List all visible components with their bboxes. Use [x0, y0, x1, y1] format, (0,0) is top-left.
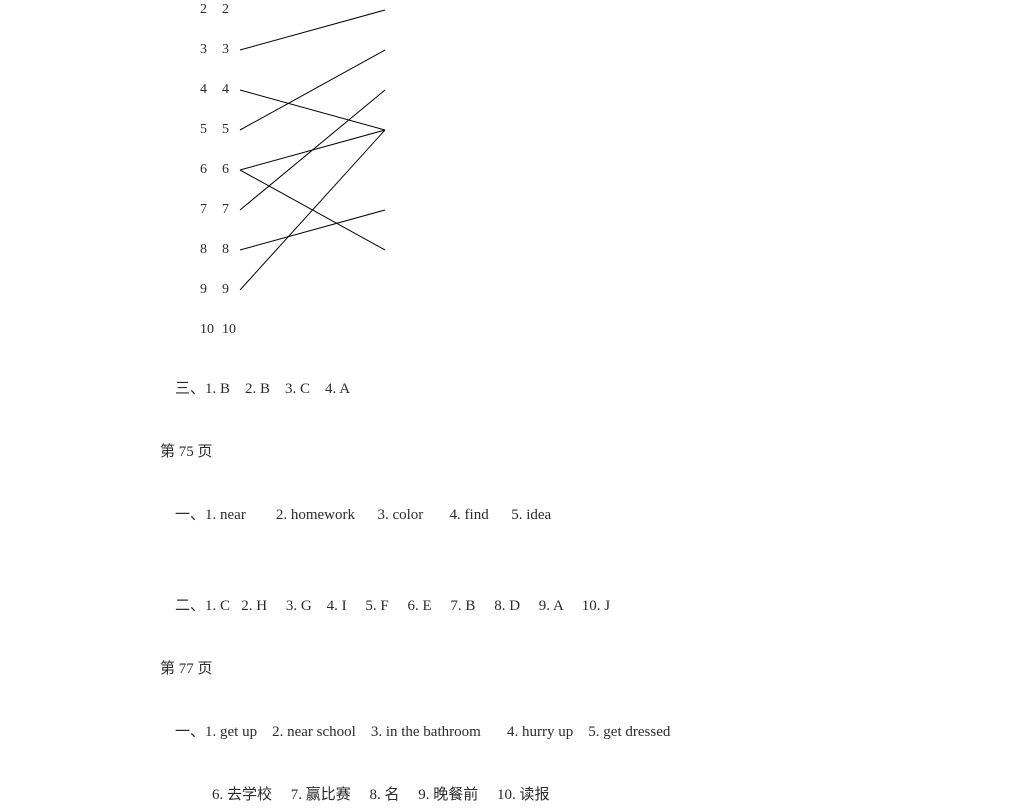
match-left-label: 4: [200, 82, 207, 98]
matching-exercise: 22 33 44 55 66 77 88 99 10 10: [190, 0, 410, 340]
match-right-label: 8: [222, 242, 229, 258]
answer-key-page: 22 33 44 55 66 77 88 99 10 10 三、1. B 2. B 3. C 4.…: [160, 0, 880, 810]
match-left-label: 7: [200, 202, 207, 218]
match-right-label: 6: [222, 162, 229, 178]
match-left-label: 10: [200, 322, 214, 338]
match-left-label: 8: [200, 242, 207, 258]
p75-section-1-line: 一、1. near 2. homework 3. color 4. find 5…: [160, 472, 880, 558]
match-left-label: 2: [200, 2, 207, 18]
match-left-label: 3: [200, 42, 207, 58]
p77-section-1-heading: 一、: [175, 724, 205, 740]
section-3-answers: 1. B 2. B 3. C 4. A: [205, 381, 350, 397]
p75-section-2-line: 二、1. C 2. H 3. G 4. I 5. F 6. E 7. B 8. …: [160, 564, 880, 650]
match-left-label: 9: [200, 282, 207, 298]
match-right-label: 3: [222, 42, 229, 58]
p77-section-1-line1: 一、1. get up 2. near school 3. in the bat…: [160, 690, 880, 776]
p75-section-1-answers: 1. near 2. homework 3. color 4. find 5. …: [205, 507, 551, 523]
match-right-label: 5: [222, 122, 229, 138]
page-77-label: 第 77 页: [160, 655, 880, 684]
p75-section-1-heading: 一、: [175, 507, 205, 523]
match-right-label: 2: [222, 2, 229, 18]
p75-section-2-answers: 1. C 2. H 3. G 4. I 5. F 6. E 7. B 8. D …: [205, 598, 610, 614]
match-right-label: 7: [222, 202, 229, 218]
match-right-label: 4: [222, 82, 229, 98]
section-3-line: 三、1. B 2. B 3. C 4. A: [160, 346, 880, 432]
p77-section-1-line2: 6. 去学校 7. 赢比赛 8. 名 9. 晚餐前 10. 读报: [160, 781, 880, 810]
p77-section-1-answers-line1: 1. get up 2. near school 3. in the bathr…: [205, 724, 670, 740]
match-right-label: 9: [222, 282, 229, 298]
match-left-label: 6: [200, 162, 207, 178]
match-right-label: 10: [222, 322, 236, 338]
match-left-label: 5: [200, 122, 207, 138]
p75-section-2-heading: 二、: [175, 598, 205, 614]
section-3-heading: 三、: [175, 381, 205, 397]
page-75-label: 第 75 页: [160, 438, 880, 467]
